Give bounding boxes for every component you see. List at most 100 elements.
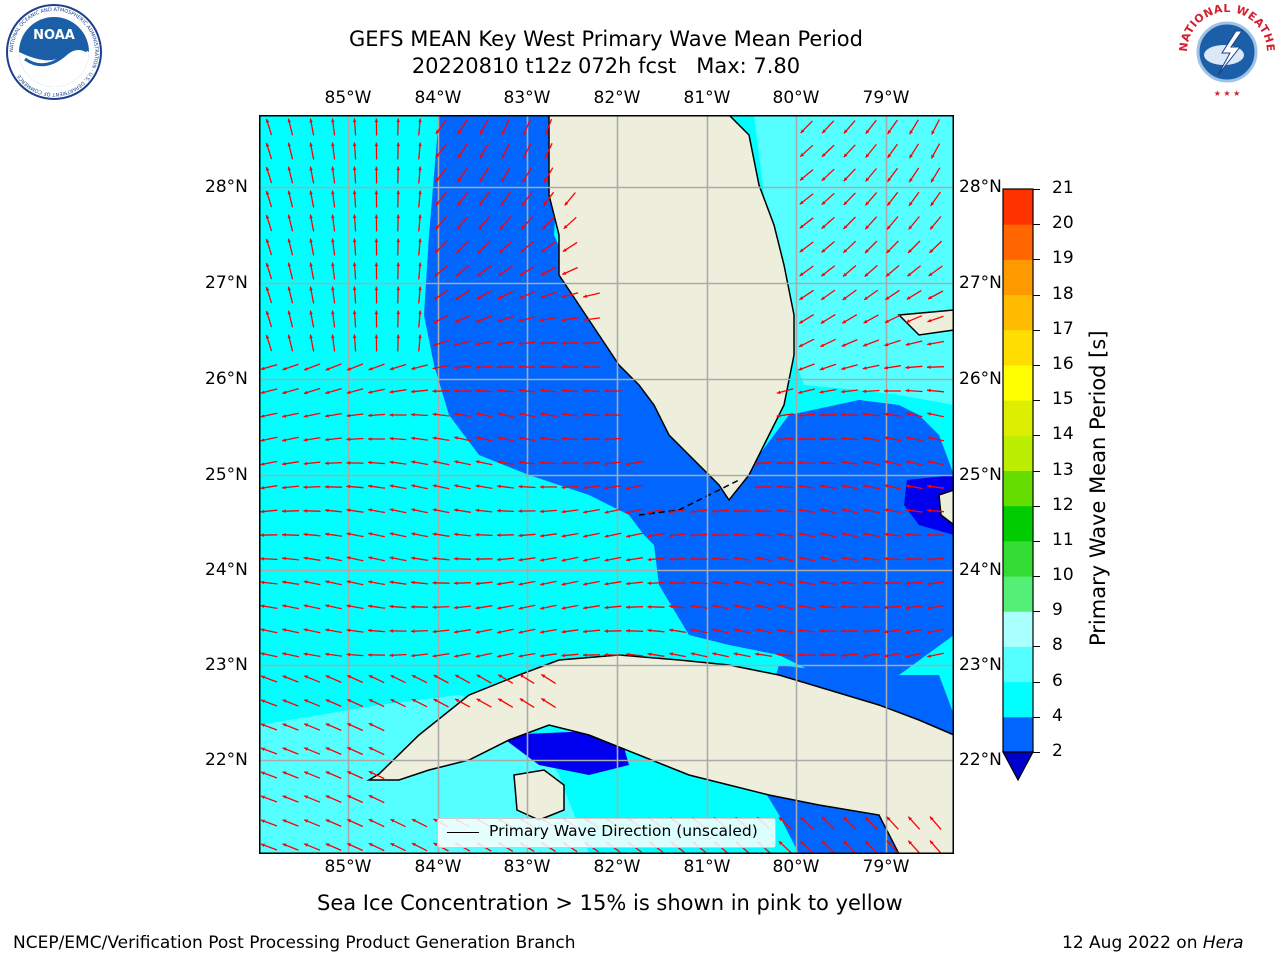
wave-arrowhead — [260, 366, 265, 371]
wave-arrowhead — [396, 286, 400, 291]
wave-arrowhead — [798, 580, 802, 584]
wave-arrowhead — [843, 840, 848, 845]
wave-arrowhead — [864, 272, 869, 277]
wave-arrowhead — [352, 310, 357, 315]
wave-arrowhead — [497, 606, 501, 610]
wave-arrowhead — [265, 334, 270, 339]
colorbar-tick-label: 12 — [1052, 494, 1074, 515]
wave-arrowhead — [521, 225, 525, 230]
wave-arrowhead — [325, 556, 329, 560]
wave-arrowhead — [435, 129, 440, 134]
wave-arrowhead — [260, 414, 265, 418]
wave-arrowhead — [418, 238, 422, 243]
wave-arrowhead — [518, 388, 523, 393]
wave-arrowhead — [929, 816, 934, 821]
wave-arrowhead — [303, 628, 308, 632]
wave-arrowhead — [497, 342, 501, 346]
wave-arrowhead — [368, 604, 372, 609]
wave-arrowhead — [501, 154, 505, 159]
wave-arrowhead — [798, 390, 803, 394]
wave-arrowhead — [821, 177, 826, 181]
lon-label-bottom: 80°W — [772, 857, 820, 877]
wave-arrowhead — [411, 629, 415, 634]
wave-arrowhead — [454, 389, 458, 393]
wave-arrowhead — [282, 533, 286, 537]
wave-arrowhead — [368, 675, 373, 679]
wave-arrowhead — [435, 201, 440, 206]
wave-arrowhead — [865, 816, 869, 821]
wave-arrowhead — [418, 166, 422, 171]
wave-arrowhead — [433, 675, 438, 679]
wave-arrowhead — [841, 343, 846, 347]
wave-arrowhead — [626, 486, 630, 490]
wave-arrowhead — [712, 533, 716, 537]
wave-arrowhead — [776, 461, 781, 465]
wave-arrowhead — [931, 178, 935, 183]
wave-arrowhead — [282, 604, 286, 608]
wave-arrowhead — [368, 532, 372, 536]
wave-arrowhead — [908, 249, 912, 253]
wave-arrowhead — [626, 605, 630, 609]
colorbar-tick-label: 13 — [1052, 459, 1074, 480]
wave-arrowhead — [799, 248, 804, 253]
wave-arrowhead — [540, 436, 544, 441]
wave-arrowhead — [843, 129, 848, 134]
wave-arrowhead — [561, 653, 566, 658]
wave-arrowhead — [561, 294, 566, 299]
wave-arrowhead — [418, 262, 422, 267]
wave-arrowhead — [518, 436, 523, 440]
wave-arrowhead — [564, 201, 569, 206]
wave-arrowhead — [626, 629, 630, 633]
lat-label-right: 22°N — [959, 750, 1002, 770]
wave-arrowhead — [561, 582, 566, 586]
wave-arrowhead — [884, 342, 889, 347]
wave-arrowhead — [647, 557, 652, 562]
wave-arrowhead — [260, 628, 265, 632]
wave-arrowhead — [927, 508, 931, 513]
wave-arrowhead — [884, 532, 888, 537]
wave-arrowhead — [819, 556, 824, 560]
wave-arrowhead — [287, 286, 292, 291]
colorbar-tick-mark — [1033, 681, 1040, 683]
noaa-logo: NOAA NATIONAL OCEANIC AND ATMOSPHERIC AD… — [6, 4, 102, 100]
wave-arrowhead — [690, 604, 695, 609]
wave-arrowhead — [411, 556, 415, 561]
wave-arrowhead — [799, 296, 804, 300]
colorbar-label: Primary Wave Mean Period [s] — [1086, 330, 1110, 646]
wave-arrowhead — [325, 628, 329, 632]
wave-arrowhead — [418, 310, 422, 315]
wave-arrowhead — [411, 675, 416, 679]
wave-arrowhead — [583, 629, 587, 634]
colorbar-tick-mark — [1033, 189, 1040, 190]
wave-arrowhead — [561, 461, 566, 465]
wave-arrowhead — [604, 510, 609, 514]
wave-arrowhead — [287, 214, 292, 219]
wave-arrowhead — [563, 224, 568, 229]
wave-arrowhead — [325, 652, 329, 657]
wave-arrowhead — [331, 190, 335, 195]
wave-arrowhead — [821, 201, 826, 205]
wave-arrowhead — [690, 652, 695, 656]
wave-arrowhead — [583, 510, 587, 514]
wave-arrowhead — [543, 201, 547, 206]
wave-arrowhead — [820, 320, 825, 324]
colorbar-tick-label: 17 — [1052, 318, 1074, 339]
wave-arrowhead — [475, 630, 480, 634]
wave-arrowhead — [887, 201, 891, 206]
wave-arrowhead — [776, 556, 781, 560]
wave-arrowhead — [368, 460, 372, 465]
wave-arrowhead — [309, 262, 313, 267]
wave-arrowhead — [304, 771, 309, 775]
wave-arrowhead — [309, 334, 313, 339]
wave-arrowhead — [819, 413, 824, 417]
wave-arrowhead — [389, 390, 394, 394]
wave-arrowhead — [347, 723, 352, 727]
wave-arrowhead — [862, 532, 867, 536]
wave-arrowhead — [819, 629, 824, 633]
colorbar-tick-mark — [1033, 364, 1040, 366]
wave-arrowhead — [778, 817, 783, 821]
wave-arrowhead — [604, 389, 609, 393]
wave-arrowhead — [541, 674, 546, 678]
wave-arrowhead — [540, 460, 544, 465]
wave-arrowhead — [309, 142, 313, 147]
